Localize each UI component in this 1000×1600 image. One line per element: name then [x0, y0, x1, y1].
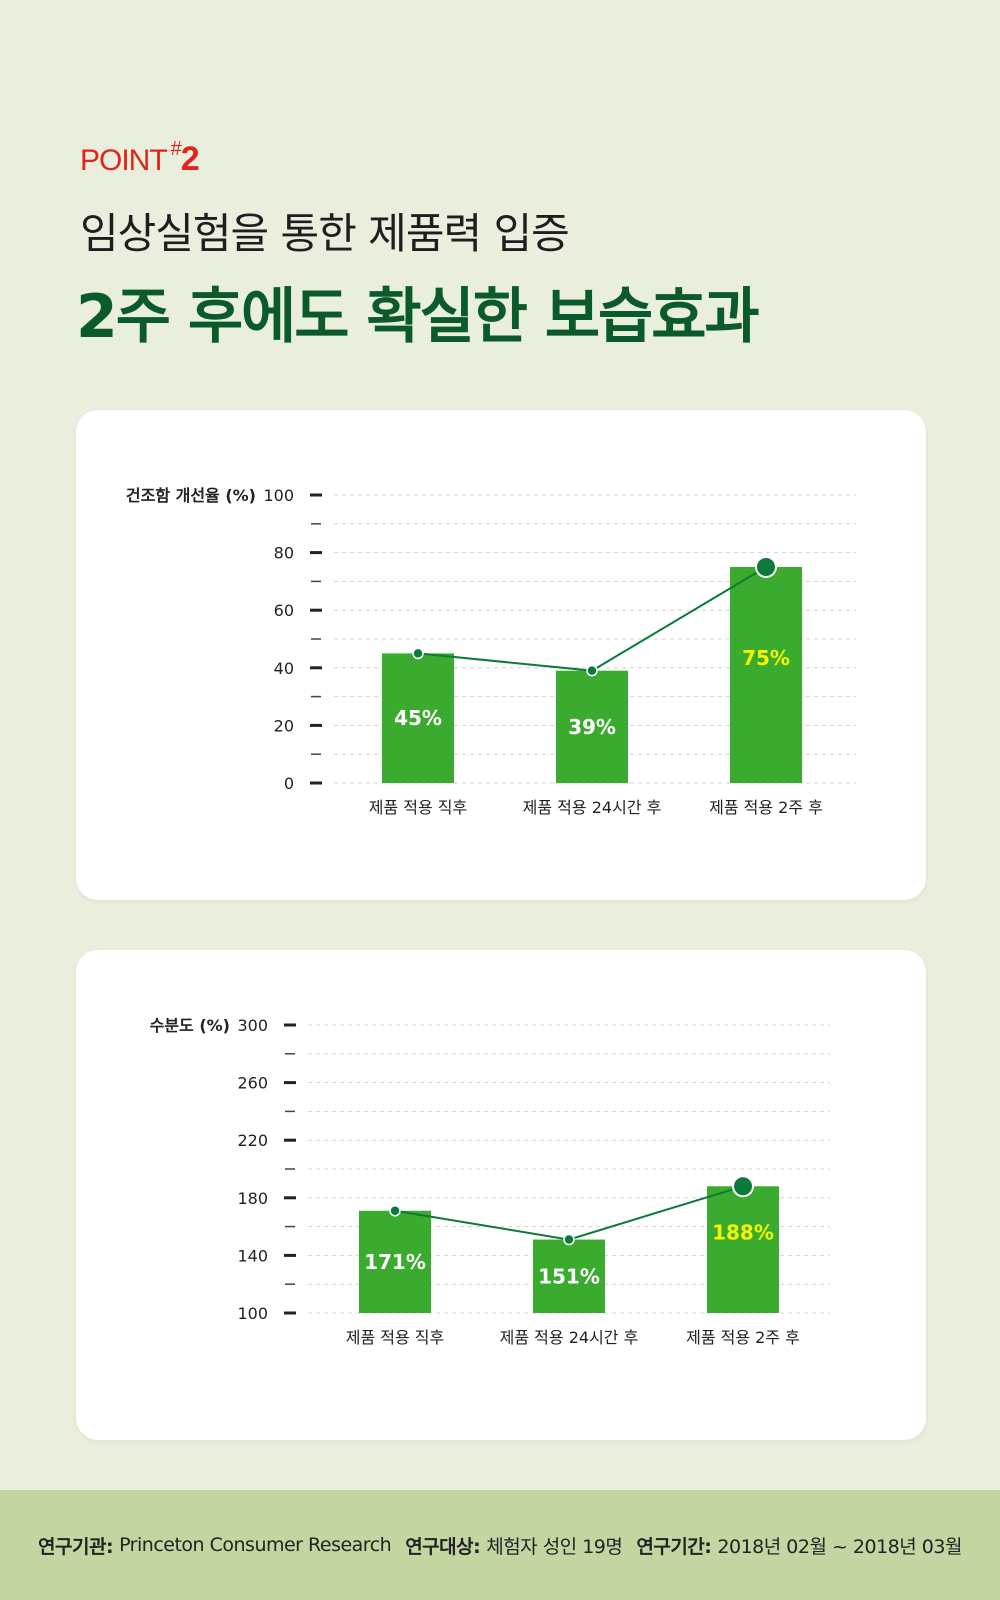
- trend-line: [417, 566, 767, 672]
- chart-card-dryness: 0 20 40 60 80 100 건조함 개선율 (%) 45% 제품 적용 직후 39% 제품 …: [76, 410, 926, 900]
- y-tick-label: 180: [237, 1189, 268, 1208]
- y-tick-label: 260: [237, 1074, 268, 1093]
- bar: [707, 1186, 779, 1313]
- y-tick-label: 0: [284, 774, 294, 793]
- trend-point: [732, 1175, 754, 1198]
- page-headline: 2주 후에도 확실한 보습효과: [76, 282, 760, 352]
- y-axis-label: 건조함 개선율 (%): [126, 486, 256, 505]
- y-tick-label: 140: [237, 1246, 268, 1265]
- x-category-label: 제품 적용 직후: [346, 1328, 445, 1347]
- subject-key: 연구대상:: [405, 1535, 481, 1558]
- bar: [382, 653, 454, 783]
- y-tick-label: 300: [237, 1016, 268, 1035]
- y-tick-label: 220: [237, 1131, 268, 1150]
- dryness-chart: 0 20 40 60 80 100 건조함 개선율 (%) 45% 제품 적용 직후 39% 제품 …: [126, 486, 856, 817]
- period-key: 연구기간:: [636, 1535, 712, 1558]
- x-category-label: 제품 적용 24시간 후: [523, 798, 662, 817]
- y-tick-label: 100: [263, 486, 294, 505]
- y-tick-label: 80: [274, 544, 294, 563]
- subject-value: 체험자 성인 19명: [486, 1535, 623, 1558]
- trend-point: [755, 556, 777, 578]
- trend-line: [394, 1185, 744, 1241]
- bar-value-label: 75%: [742, 646, 790, 670]
- bar: [533, 1239, 605, 1313]
- point-hash: #: [170, 138, 182, 160]
- chart-card-moisture: 100 140 180 220 260 300 수분도 (%) 171% 제품 적용 직후 151…: [76, 950, 926, 1440]
- bar-value-label: 188%: [712, 1221, 774, 1245]
- bar-value-label: 151%: [538, 1264, 600, 1288]
- bar-value-label: 171%: [364, 1250, 426, 1274]
- bar: [556, 670, 628, 783]
- x-category-label: 제품 적용 24시간 후: [500, 1328, 639, 1347]
- y-tick-label: 40: [274, 659, 294, 678]
- y-tick-label: 100: [237, 1304, 268, 1323]
- trend-point: [586, 664, 598, 677]
- point-number: 2: [180, 140, 200, 178]
- y-axis-label: 수분도 (%): [150, 1016, 230, 1035]
- y-tick-label: 20: [274, 716, 294, 735]
- trend-point: [412, 647, 424, 660]
- bar-value-label: 45%: [394, 706, 442, 730]
- study-info-footer: 연구기관: Princeton Consumer Research 연구대상: …: [0, 1490, 1000, 1600]
- bar: [359, 1210, 431, 1313]
- x-category-label: 제품 적용 2주 후: [686, 1328, 800, 1347]
- trend-point: [563, 1233, 575, 1246]
- bar-value-label: 39%: [568, 715, 616, 739]
- org-key: 연구기관:: [38, 1535, 114, 1558]
- trend-point: [389, 1205, 401, 1217]
- org-value: Princeton Consumer Research: [119, 1534, 392, 1556]
- bar: [730, 567, 802, 783]
- period-value: 2018년 02월 ~ 2018년 03월: [717, 1535, 962, 1558]
- point-tag: POINT #2: [80, 138, 200, 179]
- x-category-label: 제품 적용 직후: [369, 798, 468, 817]
- moisture-chart: 100 140 180 220 260 300 수분도 (%) 171% 제품 적용 직후 151…: [150, 1016, 830, 1347]
- page-subtitle: 임상실험을 통한 제품력 입증: [80, 209, 570, 258]
- x-category-label: 제품 적용 2주 후: [709, 798, 823, 817]
- y-tick-label: 60: [274, 601, 294, 620]
- point-label: POINT: [80, 144, 168, 177]
